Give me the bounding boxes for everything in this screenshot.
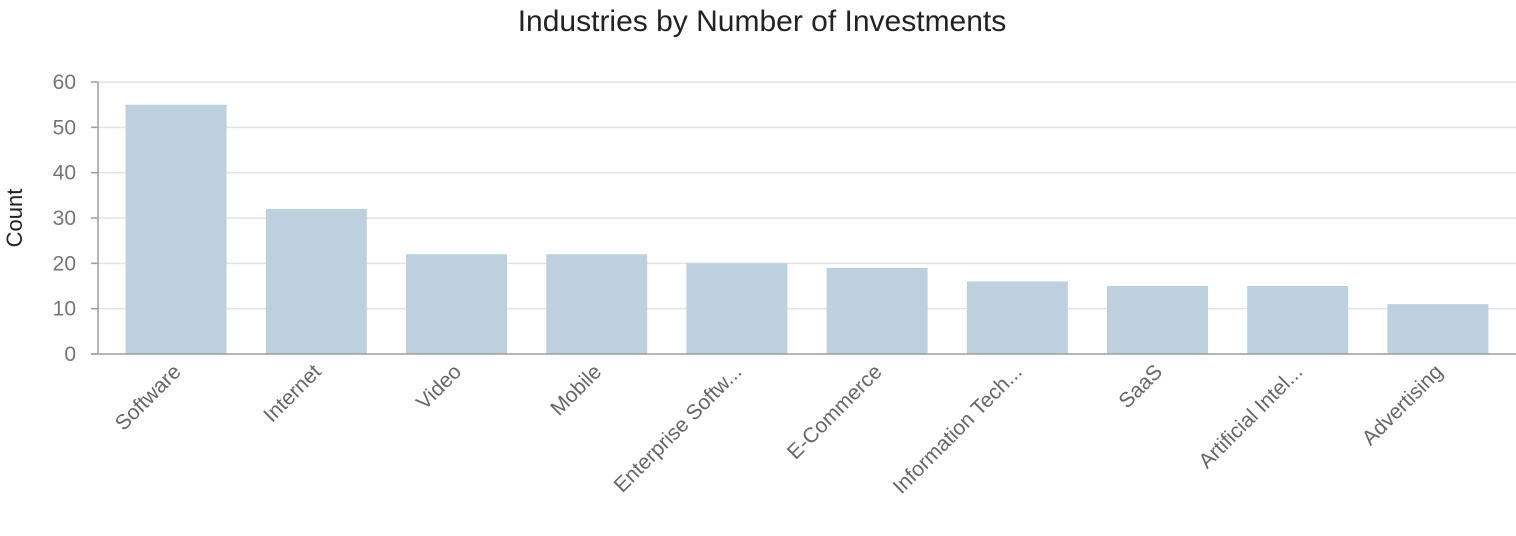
bar-2: [265, 208, 367, 354]
y-tick-label: 30: [53, 207, 76, 230]
bar-3: [406, 254, 507, 354]
y-tick-label: 0: [64, 343, 76, 366]
y-tick-label: 10: [53, 298, 76, 321]
bars: [125, 104, 1489, 355]
y-tick-label: 40: [53, 162, 76, 185]
x-tick-label: E-Commerce: [783, 360, 887, 464]
x-tick-label: Advertising: [1358, 360, 1448, 450]
bar-5: [686, 263, 788, 354]
x-tick-label: Enterprise Softw...: [610, 360, 747, 497]
bar-4: [546, 254, 648, 354]
bar-7: [966, 281, 1068, 354]
bar-9: [1247, 286, 1349, 354]
x-tick-label: Information Tech...: [889, 360, 1027, 498]
y-axis-ticks: 0 10 20 30 40 50 60: [53, 71, 98, 366]
x-tick-label: Software: [111, 360, 186, 435]
bar-10: [1387, 304, 1489, 354]
y-tick-label: 20: [53, 252, 76, 275]
y-tick-label: 60: [53, 71, 76, 94]
bar-8: [1107, 286, 1208, 354]
bar-1: [125, 104, 227, 355]
x-axis-ticks: Software Internet Video Mobile Enterprise So…: [111, 360, 1448, 498]
x-tick-label: SaaS: [1114, 360, 1167, 413]
x-tick-label: Artificial Intel...: [1194, 360, 1307, 473]
x-tick-label: Mobile: [546, 360, 606, 420]
bar-6: [826, 267, 928, 354]
y-tick-label: 50: [53, 116, 76, 139]
y-axis-label: Count: [2, 189, 27, 248]
x-tick-label: Internet: [259, 360, 326, 427]
x-tick-label: Video: [412, 360, 466, 414]
chart-title: Industries by Number of Investments: [518, 5, 1007, 38]
